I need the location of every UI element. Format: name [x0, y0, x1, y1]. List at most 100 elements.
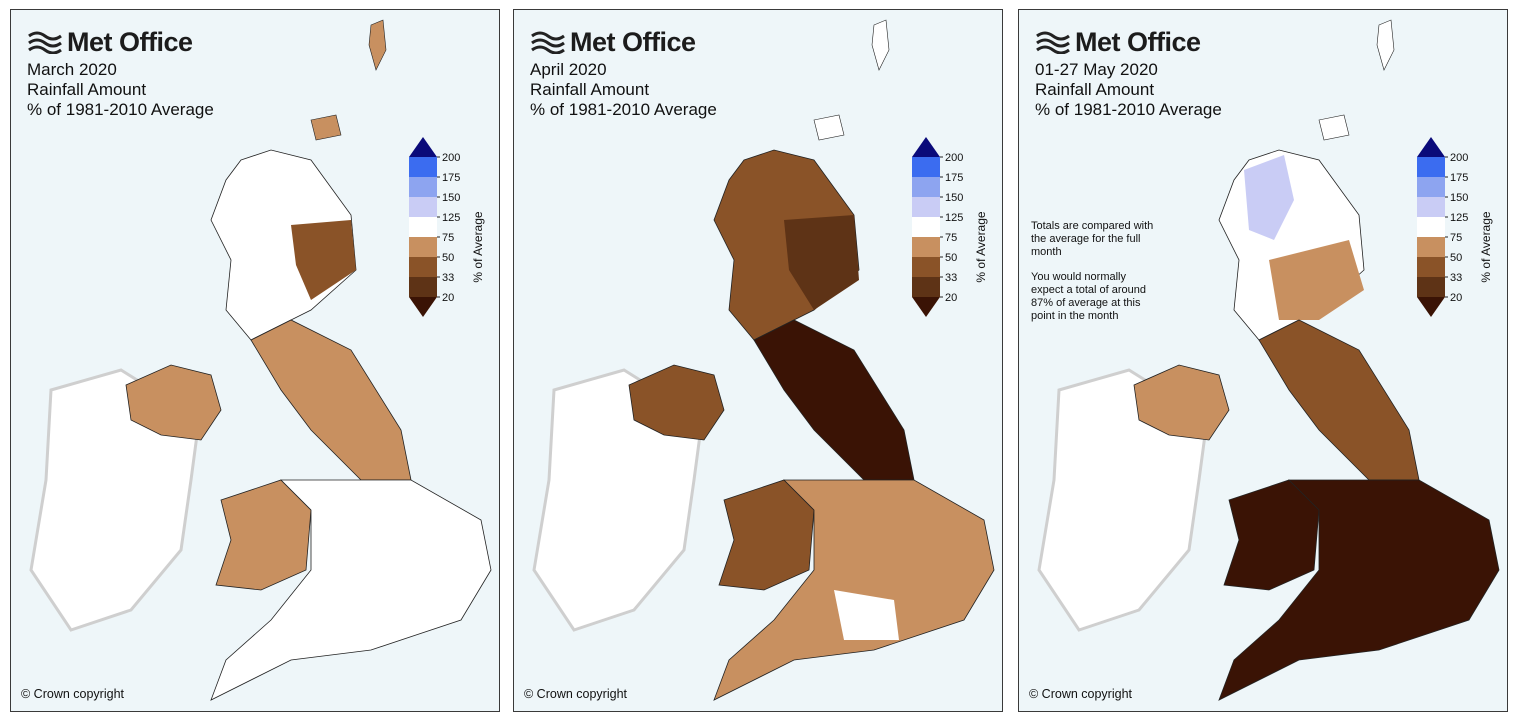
colorbar-segment: [1417, 197, 1445, 217]
colorbar-axis-label: % of Average: [1479, 211, 1493, 282]
title-line3: % of 1981-2010 Average: [1035, 100, 1222, 119]
colorbar-segment: [912, 177, 940, 197]
wales: [215, 479, 312, 591]
shetland: [368, 19, 387, 71]
title-line3: % of 1981-2010 Average: [27, 100, 214, 119]
colorbar-segment: [1417, 257, 1445, 277]
logo-text: Met Office: [1075, 26, 1201, 57]
orkney: [1318, 114, 1350, 141]
colorbar-tick-label: 150: [442, 192, 460, 204]
northern-ireland: [1133, 364, 1230, 441]
colorbar-svg: 200 175 150 125 75 50 33 20 % of Average: [409, 137, 485, 317]
colorbar-tick-label: 75: [1450, 232, 1462, 244]
northern-ireland: [628, 364, 725, 441]
uk-rainfall-map: [532, 19, 995, 701]
title-month: March 2020: [27, 60, 117, 79]
colorbar-tick-label: 125: [1450, 212, 1468, 224]
colorbar-segment: [912, 157, 940, 177]
colorbar-tick-label: 50: [442, 252, 454, 264]
colorbar-tick-label: 50: [945, 252, 957, 264]
colorbar-tick-label: 33: [945, 272, 957, 284]
colorbar-under-triangle: [1417, 297, 1445, 317]
colorbar-segment: [912, 277, 940, 297]
map-panel-may: Met Office 01-27 May 2020 Rainfall Amoun…: [1018, 9, 1508, 712]
met-office-wave-icon: [1036, 31, 1070, 54]
map-panel-april: Met Office April 2020 Rainfall Amount % …: [513, 9, 1003, 712]
colorbar-segment: [912, 257, 940, 277]
title-line3: % of 1981-2010 Average: [530, 100, 717, 119]
note-paragraph-1: Totals are compared with the average for…: [1031, 220, 1154, 258]
colorbar-svg: 200 175 150 125 75 50 33 20 % of Average: [1417, 137, 1493, 317]
copyright-text: © Crown copyright: [1029, 687, 1132, 701]
southeast-wet-patch: [834, 590, 899, 640]
colorbar-over-triangle: [1417, 137, 1445, 157]
met-office-logo: Met Office: [1035, 26, 1201, 57]
map-title: 01-27 May 2020 Rainfall Amount % of 1981…: [1035, 60, 1222, 120]
comparison-note: Totals are compared with the average for…: [1031, 220, 1161, 335]
colorbar-axis-label: % of Average: [471, 211, 485, 282]
colorbar-segment: [1417, 237, 1445, 257]
colorbar-tick-label: 175: [945, 172, 963, 184]
shetland: [1376, 19, 1395, 71]
map-panel-march: Met Office March 2020 Rainfall Amount % …: [10, 9, 500, 712]
colorbar-segment: [409, 197, 437, 217]
southern-england: [210, 479, 492, 701]
colorbar-tick-label: 150: [1450, 192, 1468, 204]
northern-england: [250, 319, 412, 481]
northern-england: [753, 319, 915, 481]
colorbar-segment: [409, 217, 437, 237]
title-month: April 2020: [530, 60, 607, 79]
colorbar-segment: [409, 157, 437, 177]
scotland-east-region: [291, 220, 356, 300]
colorbar-segment: [1417, 177, 1445, 197]
colorbar-tick-label: 125: [442, 212, 460, 224]
colorbar-segment: [1417, 157, 1445, 177]
colorbar-segment: [409, 237, 437, 257]
colorbar-tick-label: 200: [1450, 152, 1468, 164]
colorbar-tick-label: 200: [945, 152, 963, 164]
shetland: [871, 19, 890, 71]
colorbar-legend: 200 175 150 125 75 50 33 20 % of Average: [1409, 135, 1504, 317]
colorbar-segment: [1417, 277, 1445, 297]
logo-text: Met Office: [67, 26, 193, 57]
colorbar-svg: 200 175 150 125 75 50 33 20 % of Average: [912, 137, 988, 317]
map-title: April 2020 Rainfall Amount % of 1981-201…: [530, 60, 717, 120]
colorbar-tick-label: 20: [945, 292, 957, 304]
colorbar-segment: [409, 177, 437, 197]
note-paragraph-2: You would normally expect a total of aro…: [1031, 271, 1146, 322]
title-month: 01-27 May 2020: [1035, 60, 1158, 79]
colorbar-tick-label: 200: [442, 152, 460, 164]
colorbar-tick-label: 33: [442, 272, 454, 284]
met-office-logo: Met Office: [530, 27, 696, 57]
scotland-south-dry: [1269, 240, 1364, 320]
colorbar-over-triangle: [409, 137, 437, 157]
northern-ireland: [125, 364, 222, 441]
colorbar-axis-label: % of Average: [974, 211, 988, 282]
colorbar-legend: 200 175 150 125 75 50 33 20 % of Average: [904, 135, 999, 317]
map-title: March 2020 Rainfall Amount % of 1981-201…: [27, 60, 214, 120]
title-line2: Rainfall Amount: [530, 80, 650, 99]
southern-england: [1218, 479, 1500, 701]
colorbar-tick-label: 175: [1450, 172, 1468, 184]
wales: [1223, 479, 1320, 591]
colorbar-segment: [409, 277, 437, 297]
uk-rainfall-map: [29, 19, 492, 701]
northern-england: [1258, 319, 1420, 481]
met-office-wave-icon: [28, 31, 62, 54]
colorbar-tick-label: 33: [1450, 272, 1462, 284]
orkney: [310, 114, 342, 141]
colorbar-segment: [1417, 217, 1445, 237]
scotland-highland-wet: [1244, 155, 1294, 240]
title-line2: Rainfall Amount: [27, 80, 147, 99]
colorbar-under-triangle: [409, 297, 437, 317]
colorbar-segment: [912, 217, 940, 237]
met-office-wave-icon: [531, 31, 565, 54]
met-office-logo: Met Office: [27, 26, 193, 57]
colorbar-segment: [912, 197, 940, 217]
colorbar-tick-label: 175: [442, 172, 460, 184]
colorbar-over-triangle: [912, 137, 940, 157]
colorbar-tick-label: 20: [442, 292, 454, 304]
title-line2: Rainfall Amount: [1035, 80, 1155, 99]
colorbar-segment: [912, 237, 940, 257]
colorbar-tick-label: 150: [945, 192, 963, 204]
